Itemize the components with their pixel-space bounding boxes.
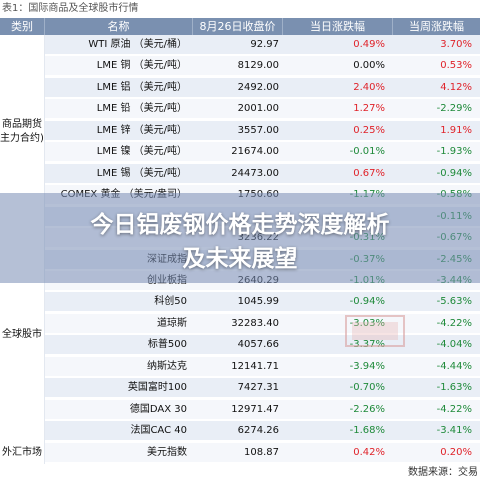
table-row: 科创50 1045.99 -0.94% -5.63% <box>45 292 480 313</box>
row-name: 法国CAC 40 <box>130 425 187 437</box>
row-day-change: 0.00% <box>353 60 385 72</box>
row-day-change: -0.01% <box>349 146 385 158</box>
row-week-change: -4.22% <box>436 317 472 329</box>
row-name: LME 锡 （美元/吨） <box>96 167 187 179</box>
table-row: LME 铜 （美元/吨） 8129.00 0.00% 0.53% <box>45 56 480 77</box>
header-price: 8月26日收盘价 <box>193 18 283 35</box>
row-day-change: -3.03% <box>349 317 385 329</box>
row-name: LME 铝 （美元/吨） <box>96 81 187 93</box>
row-name: 道琼斯 <box>157 317 187 329</box>
row-day-change: -0.70% <box>349 382 385 394</box>
row-price: 4057.66 <box>237 339 279 351</box>
row-name: LME 铜 （美元/吨） <box>96 60 187 72</box>
row-week-change: -5.63% <box>436 296 472 308</box>
row-price: 2001.00 <box>237 103 279 115</box>
table-row: 标普500 4057.66 -3.37% -4.04% <box>45 335 480 356</box>
row-day-change: -3.37% <box>349 339 385 351</box>
table-row: WTI 原油 （美元/桶） 92.97 0.49% 3.70% <box>45 35 480 55</box>
row-day-change: 1.27% <box>353 103 385 115</box>
row-day-change: -1.68% <box>349 425 385 437</box>
header-day-change: 当日涨跌幅 <box>283 18 393 35</box>
row-name: 美元指数 <box>147 446 187 458</box>
category-cell: 外汇市场 <box>0 442 45 464</box>
overlay-title-line-2: 及未来展望 <box>182 246 298 272</box>
row-price: 2492.00 <box>237 81 279 93</box>
row-week-change: -1.93% <box>436 146 472 158</box>
row-price: 32283.40 <box>231 317 279 329</box>
row-name: 标普500 <box>147 339 187 351</box>
row-week-change: 0.20% <box>440 446 472 458</box>
row-day-change: -3.94% <box>349 360 385 372</box>
table-row: 道琼斯 32283.40 -3.03% -4.22% <box>45 313 480 334</box>
row-price: 12141.71 <box>231 360 279 372</box>
row-week-change: -2.29% <box>436 103 472 115</box>
watermark-stamp-icon <box>345 315 405 347</box>
row-price: 24473.00 <box>231 167 279 179</box>
row-price: 7427.31 <box>237 382 279 394</box>
row-week-change: -3.41% <box>436 425 472 437</box>
table-caption: 表1：国际商品及全球股市行情 <box>2 3 139 14</box>
row-price: 1045.99 <box>237 296 279 308</box>
row-week-change: -4.04% <box>436 339 472 351</box>
row-week-change: 1.91% <box>440 124 472 136</box>
row-week-change: 4.12% <box>440 81 472 93</box>
table-header: 类别 名称 8月26日收盘价 当日涨跌幅 当周涨跌幅 <box>0 18 480 35</box>
table-row: LME 锡 （美元/吨） 24473.00 0.67% -0.94% <box>45 163 480 184</box>
row-week-change: 0.53% <box>440 60 472 72</box>
overlay-title-line-1: 今日铝废钢价格走势深度解析 <box>90 212 390 238</box>
row-name: 纳斯达克 <box>147 360 187 372</box>
row-price: 108.87 <box>244 446 279 458</box>
data-source-note: 数据来源：交易 <box>408 467 478 478</box>
row-day-change: 0.67% <box>353 167 385 179</box>
table-row: LME 铝 （美元/吨） 2492.00 2.40% 4.12% <box>45 77 480 98</box>
row-name: 英国富时100 <box>127 382 187 394</box>
row-week-change: 3.70% <box>440 39 472 50</box>
row-price: 6274.26 <box>237 425 279 437</box>
table-row: LME 镍 （美元/吨） 21674.00 -0.01% -1.93% <box>45 142 480 163</box>
row-name: WTI 原油 （美元/桶） <box>88 39 187 50</box>
row-week-change: -1.63% <box>436 382 472 394</box>
table-row: LME 锌 （美元/吨） 3557.00 0.25% 1.91% <box>45 120 480 141</box>
table-row: 英国富时100 7427.31 -0.70% -1.63% <box>45 378 480 399</box>
row-price: 92.97 <box>250 39 279 50</box>
title-overlay-banner: 今日铝废钢价格走势深度解析 及未来展望 <box>0 193 480 283</box>
header-name: 名称 <box>45 18 193 35</box>
row-week-change: -4.22% <box>436 403 472 415</box>
row-week-change: -0.94% <box>436 167 472 179</box>
row-day-change: -2.26% <box>349 403 385 415</box>
row-price: 21674.00 <box>231 146 279 158</box>
table-row: 纳斯达克 12141.71 -3.94% -4.44% <box>45 356 480 377</box>
row-price: 3557.00 <box>237 124 279 136</box>
header-week-change: 当周涨跌幅 <box>409 20 464 33</box>
table-row: LME 铅 （美元/吨） 2001.00 1.27% -2.29% <box>45 99 480 120</box>
table-row: 美元指数 108.87 0.42% 0.20% <box>45 442 480 463</box>
row-price: 8129.00 <box>237 60 279 72</box>
row-day-change: 0.49% <box>353 39 385 50</box>
row-day-change: 2.40% <box>353 81 385 93</box>
row-day-change: 0.42% <box>353 446 385 458</box>
row-name: LME 锌 （美元/吨） <box>96 124 187 136</box>
row-name: LME 镍 （美元/吨） <box>96 146 187 158</box>
row-name: LME 铅 （美元/吨） <box>96 103 187 115</box>
table-row: 法国CAC 40 6274.26 -1.68% -3.41% <box>45 421 480 442</box>
header-category: 类别 <box>0 18 45 35</box>
table-row: 德国DAX 30 12971.47 -2.26% -4.22% <box>45 399 480 420</box>
row-price: 12971.47 <box>231 403 279 415</box>
row-day-change: 0.25% <box>353 124 385 136</box>
row-name: 科创50 <box>154 296 187 308</box>
row-name: 德国DAX 30 <box>129 403 187 415</box>
row-week-change: -4.44% <box>436 360 472 372</box>
row-day-change: -0.94% <box>349 296 385 308</box>
